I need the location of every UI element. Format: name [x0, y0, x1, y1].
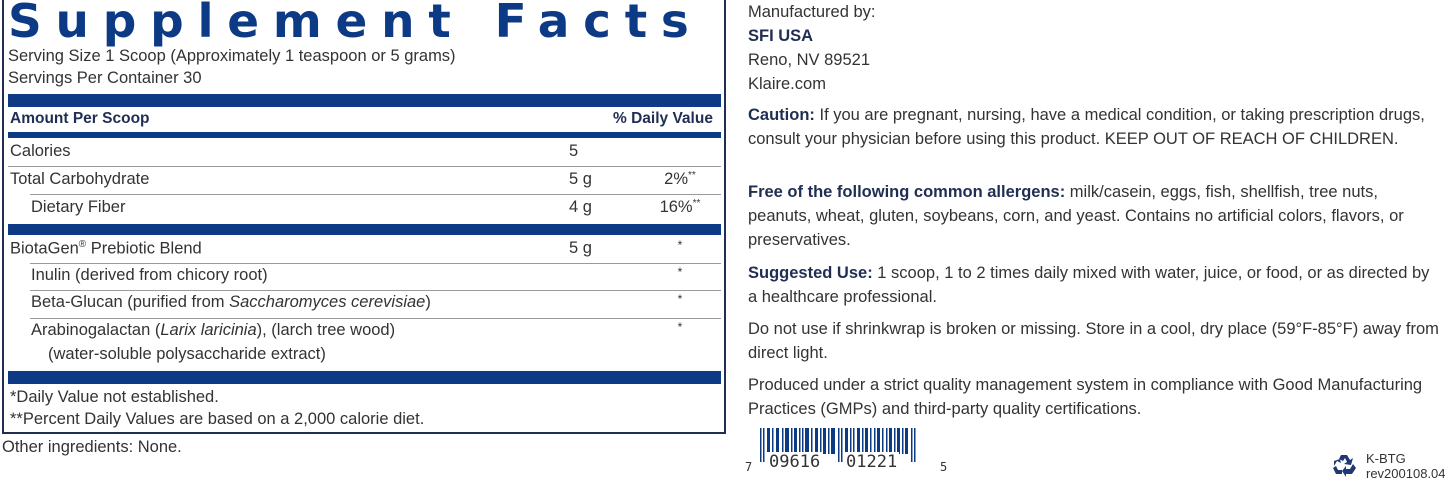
manufacturer-name: SFI USA — [748, 27, 814, 45]
row-label: Total Carbohydrate — [10, 170, 150, 188]
row-label: Inulin (derived from chicory root) — [31, 266, 268, 284]
caution-label: Caution: — [748, 106, 815, 124]
suggested-use-text: 1 scoop, 1 to 2 times daily mixed with w… — [748, 264, 1430, 306]
medium-divider — [8, 132, 721, 138]
thick-divider — [8, 94, 721, 107]
thick-divider — [8, 224, 721, 235]
row-amount: 5 g — [569, 239, 592, 257]
row-label: Beta-Glucan (purified from Saccharomyces… — [31, 293, 431, 311]
revision-code: rev200108.04 — [1366, 466, 1445, 481]
allergens-paragraph: Free of the following common allergens: … — [748, 180, 1443, 252]
row-label: Calories — [10, 142, 71, 160]
row-amount: 5 g — [569, 170, 592, 188]
barcode-icon: 7 09616 01221 5 — [745, 428, 947, 476]
recycle-icon — [1331, 452, 1359, 480]
row-label: BiotaGen® Prebiotic Blend — [10, 239, 202, 258]
thick-divider — [8, 371, 721, 384]
row-divider — [8, 166, 721, 167]
barcode-group-2: 01221 — [844, 452, 900, 472]
barcode-right-digit: 5 — [940, 460, 948, 474]
serving-size: Serving Size 1 Scoop (Approximately 1 te… — [8, 47, 456, 65]
row-daily-value: 16%** — [659, 198, 701, 216]
barcode-left-digit: 7 — [745, 460, 753, 474]
other-ingredients: Other ingredients: None. — [2, 438, 182, 456]
row-divider — [30, 318, 721, 319]
manufacturer-block: Manufactured by: SFI USA Reno, NV 89521 … — [748, 0, 1443, 96]
manufacturer-label: Manufactured by: — [748, 3, 876, 21]
row-amount: 5 — [569, 142, 579, 160]
suggested-use-paragraph: Suggested Use: 1 scoop, 1 to 2 times dai… — [748, 261, 1443, 309]
row-daily-value: * — [677, 292, 683, 306]
caution-text: If you are pregnant, nursing, have a med… — [748, 106, 1425, 148]
allergens-label: Free of the following common allergens: — [748, 183, 1066, 201]
barcode-group-1: 09616 — [767, 452, 823, 472]
row-label: Dietary Fiber — [31, 198, 126, 216]
row-divider — [30, 194, 721, 195]
footnote-percent-daily-values: **Percent Daily Values are based on a 2,… — [10, 410, 425, 428]
amount-per-scoop-header: Amount Per Scoop — [10, 110, 150, 127]
supplement-facts-panel — [2, 0, 726, 434]
manufacturer-city: Reno, NV 89521 — [748, 51, 871, 69]
row-divider — [30, 290, 721, 291]
row-daily-value: * — [677, 320, 683, 334]
manufacturer-website[interactable]: Klaire.com — [748, 75, 826, 93]
row-daily-value: * — [677, 265, 683, 279]
row-divider — [30, 263, 721, 264]
caution-paragraph: Caution: If you are pregnant, nursing, h… — [748, 103, 1443, 151]
storage-paragraph: Do not use if shrinkwrap is broken or mi… — [748, 320, 1439, 362]
row-amount: 4 g — [569, 198, 592, 216]
row-daily-value: * — [677, 238, 683, 252]
row-daily-value: 2%** — [664, 170, 696, 188]
suggested-use-label: Suggested Use: — [748, 264, 873, 282]
quality-paragraph: Produced under a strict quality manageme… — [748, 376, 1423, 418]
allergens-text: milk/casein, eggs, fish, shellfish, tree… — [748, 183, 1404, 249]
row-label-line2: (water-soluble polysaccharide extract) — [48, 345, 326, 363]
product-code: K-BTG — [1366, 451, 1406, 466]
daily-value-header: % Daily Value — [613, 110, 713, 127]
footnote-daily-value: *Daily Value not established. — [10, 388, 219, 406]
supplement-facts-title: Supplement Facts — [8, 0, 703, 48]
servings-per-container: Servings Per Container 30 — [8, 69, 202, 87]
row-label: Arabinogalactan (Larix laricinia), (larc… — [31, 321, 396, 339]
